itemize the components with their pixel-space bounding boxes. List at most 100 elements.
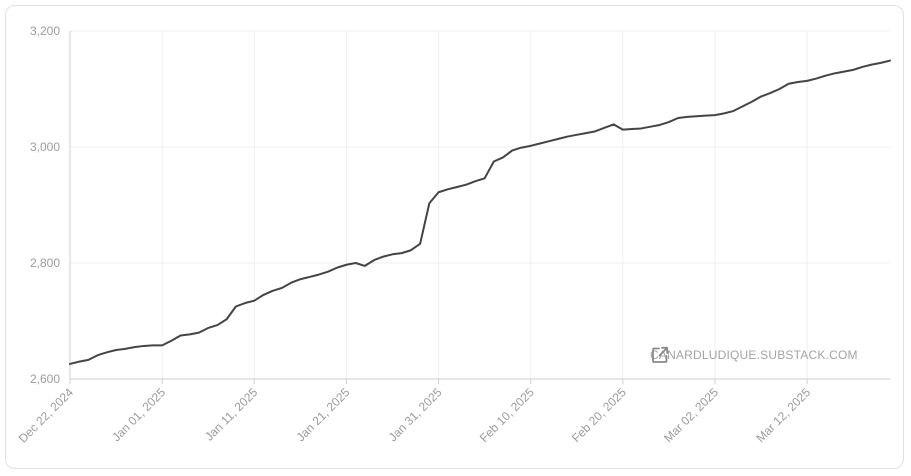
x-tick-label: Jan 01, 2025	[109, 385, 168, 444]
external-link-icon	[652, 345, 884, 365]
data-point	[409, 248, 413, 252]
data-point	[805, 79, 809, 83]
data-point	[197, 331, 201, 335]
x-tick-label: Jan 21, 2025	[294, 385, 353, 444]
chart-series	[68, 59, 892, 366]
data-point	[870, 63, 874, 67]
x-tick-label: Mar 12, 2025	[753, 385, 813, 445]
data-point	[77, 360, 81, 364]
y-tick-label: 3,000	[30, 140, 60, 154]
data-point	[667, 120, 671, 124]
data-point	[96, 353, 100, 357]
chart-axes	[69, 31, 890, 384]
data-point	[879, 61, 883, 65]
data-point	[400, 251, 404, 255]
data-point	[464, 183, 468, 187]
data-point	[326, 270, 330, 274]
data-point	[142, 344, 146, 348]
data-point	[777, 87, 781, 91]
data-point	[390, 252, 394, 256]
source-link-label: CANARDLUDIQUE.SUBSTACK.COM	[650, 348, 858, 362]
data-point	[824, 74, 828, 78]
data-point	[123, 347, 127, 351]
x-tick-label: Jan 31, 2025	[386, 385, 445, 444]
data-point	[344, 263, 348, 267]
data-point	[759, 95, 763, 99]
x-tick-label: Feb 10, 2025	[477, 385, 537, 445]
data-point	[713, 113, 717, 117]
chart-grid	[69, 30, 890, 379]
data-point	[695, 114, 699, 118]
data-point	[418, 242, 422, 246]
data-point	[455, 185, 459, 189]
data-point	[298, 277, 302, 281]
x-tick-label: Feb 20, 2025	[569, 385, 629, 445]
data-point	[308, 275, 312, 279]
data-point	[179, 334, 183, 338]
y-tick-label: 3,200	[30, 24, 60, 38]
data-point	[169, 339, 173, 343]
data-point	[787, 82, 791, 86]
data-point	[473, 179, 477, 183]
data-point	[639, 126, 643, 130]
data-point	[602, 126, 606, 130]
data-point	[704, 114, 708, 118]
data-point	[731, 109, 735, 113]
data-point	[556, 137, 560, 141]
data-point	[519, 146, 523, 150]
data-point	[427, 201, 431, 205]
data-point	[529, 144, 533, 148]
data-point	[261, 293, 265, 297]
data-point	[768, 91, 772, 95]
data-point	[575, 133, 579, 137]
data-point	[593, 129, 597, 133]
data-point	[492, 160, 496, 164]
data-point	[160, 343, 164, 347]
y-tick-label: 2,600	[30, 372, 60, 386]
data-point	[68, 362, 72, 366]
data-point	[151, 343, 155, 347]
data-point	[86, 358, 90, 362]
data-point	[814, 77, 818, 81]
data-point	[621, 128, 625, 132]
data-point	[630, 127, 634, 131]
data-point	[501, 155, 505, 159]
source-link[interactable]: CANARDLUDIQUE.SUBSTACK.COM	[650, 345, 884, 365]
data-point	[851, 68, 855, 72]
data-point	[132, 345, 136, 349]
data-point	[750, 100, 754, 104]
data-point	[685, 115, 689, 119]
data-point	[446, 187, 450, 191]
data-point	[833, 71, 837, 75]
data-point	[234, 305, 238, 309]
data-point	[215, 323, 219, 327]
data-point	[510, 148, 514, 152]
x-tick-label: Jan 11, 2025	[202, 385, 261, 444]
chart-card	[5, 5, 904, 469]
x-tick-label: Dec 22, 2024	[16, 385, 77, 446]
data-point	[114, 348, 118, 352]
series-line	[69, 59, 891, 365]
data-point	[317, 273, 321, 277]
data-point	[566, 135, 570, 139]
data-point	[658, 123, 662, 127]
data-point	[243, 301, 247, 305]
data-point	[860, 65, 864, 69]
data-point	[252, 299, 256, 303]
data-point	[105, 350, 109, 354]
data-point	[335, 266, 339, 270]
data-point	[547, 139, 551, 143]
data-point	[437, 190, 441, 194]
data-point	[363, 264, 367, 268]
x-axis-tick-labels: Dec 22, 2024 Jan 01, 2025 Jan 11, 2025 Jan …	[16, 385, 814, 446]
data-point	[206, 326, 210, 330]
data-point	[188, 332, 192, 336]
y-tick-label: 2,800	[30, 256, 60, 270]
data-point	[225, 317, 229, 321]
data-point	[888, 59, 892, 63]
data-point	[796, 80, 800, 84]
data-point	[722, 111, 726, 115]
y-axis-tick-labels: 2,600 2,800 3,000 3,200	[30, 24, 60, 386]
data-point	[372, 258, 376, 262]
